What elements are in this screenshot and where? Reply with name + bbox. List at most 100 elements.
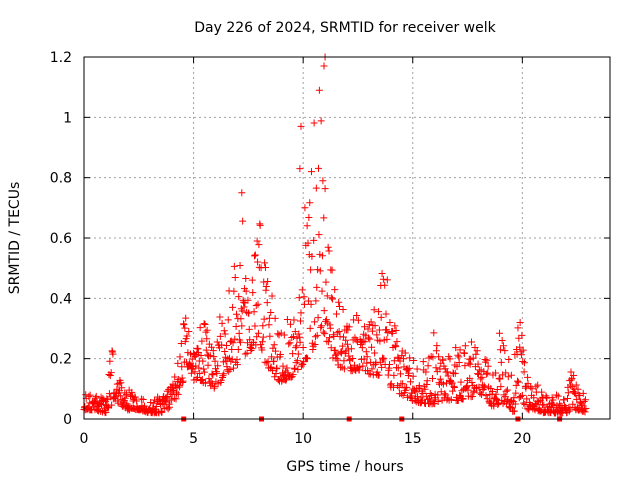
data-point [258, 346, 266, 354]
data-point [495, 374, 503, 382]
data-point [321, 185, 329, 193]
data-point [210, 353, 218, 361]
data-point [243, 349, 251, 357]
data-point [535, 398, 543, 406]
data-point [300, 300, 308, 308]
data-point [386, 318, 394, 326]
data-point [478, 373, 486, 381]
data-point [279, 362, 287, 370]
data-point [233, 310, 241, 318]
data-point [401, 349, 409, 357]
data-point [461, 342, 469, 350]
data-point [344, 326, 352, 334]
data-point [261, 358, 269, 366]
data-point [468, 393, 476, 401]
data-point [373, 368, 381, 376]
data-point [458, 387, 466, 395]
data-point [517, 351, 525, 359]
data-point [444, 372, 452, 380]
data-point [198, 375, 206, 383]
data-point [375, 371, 383, 379]
data-point [225, 367, 233, 375]
data-point [322, 278, 330, 286]
data-point [419, 389, 427, 397]
data-point [248, 276, 256, 284]
data-point [510, 407, 518, 415]
data-point [303, 354, 311, 362]
data-point [203, 335, 211, 343]
data-point [378, 270, 386, 278]
data-point [272, 347, 280, 355]
data-point [352, 336, 360, 344]
data-point [238, 322, 246, 330]
data-point [227, 337, 235, 345]
data-point [454, 351, 462, 359]
data-point [312, 184, 320, 192]
data-point [310, 119, 318, 127]
data-point [570, 389, 578, 397]
data-point [165, 403, 173, 411]
data-point [573, 395, 581, 403]
data-point [325, 247, 333, 255]
data-point [324, 243, 332, 251]
data-point [200, 320, 208, 328]
data-point [402, 386, 410, 394]
data-point [181, 338, 189, 346]
data-point [364, 366, 372, 374]
data-point [251, 251, 259, 259]
data-point [407, 378, 415, 386]
data-point [467, 338, 475, 346]
data-point [194, 373, 202, 381]
data-point [530, 394, 538, 402]
data-point [359, 337, 367, 345]
data-point [228, 345, 236, 353]
data-point [109, 350, 117, 358]
data-point [489, 388, 497, 396]
data-point [322, 316, 330, 324]
data-point [86, 391, 94, 399]
data-point [330, 333, 338, 341]
data-point [198, 337, 206, 345]
data-point [116, 392, 124, 400]
data-point [203, 326, 211, 334]
data-point [226, 366, 234, 374]
data-point [447, 378, 455, 386]
data-point [237, 315, 245, 323]
data-point [273, 364, 281, 372]
data-point [108, 401, 116, 409]
data-point [245, 309, 253, 317]
data-point [254, 329, 262, 337]
data-point [384, 329, 392, 337]
data-point [460, 349, 468, 357]
data-point [349, 355, 357, 363]
data-point [193, 350, 201, 358]
data-point [121, 394, 129, 402]
data-point [307, 300, 315, 308]
data-point [332, 310, 340, 318]
data-point [345, 323, 353, 331]
data-point [267, 308, 275, 316]
data-point [232, 322, 240, 330]
y-tick-label: 1 [63, 110, 72, 126]
data-point [297, 122, 305, 130]
data-point [515, 334, 523, 342]
data-point [296, 165, 304, 173]
data-point [220, 327, 228, 335]
data-point [294, 350, 302, 358]
data-point [259, 322, 267, 330]
data-point [368, 365, 376, 373]
data-point [325, 334, 333, 342]
x-tick-label: 0 [80, 431, 89, 447]
data-point [248, 345, 256, 353]
data-point [459, 395, 467, 403]
data-point [305, 214, 313, 222]
data-point [139, 396, 147, 404]
data-point [538, 388, 546, 396]
data-point [364, 334, 372, 342]
data-point [270, 357, 278, 365]
data-point [321, 330, 329, 338]
data-point [501, 347, 509, 355]
data-point [554, 392, 562, 400]
data-point [568, 374, 576, 382]
data-point [534, 381, 542, 389]
